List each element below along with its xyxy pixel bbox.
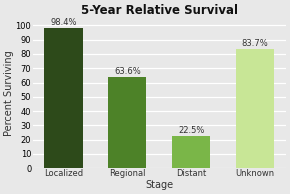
Y-axis label: Percent Surviving: Percent Surviving (4, 50, 14, 136)
Bar (172, 136, 211, 168)
Bar (44, 28, 83, 168)
Text: 22.5%: 22.5% (178, 126, 204, 135)
X-axis label: Stage: Stage (145, 180, 173, 190)
Text: 98.4%: 98.4% (50, 18, 77, 27)
Title: 5-Year Relative Survival: 5-Year Relative Survival (81, 4, 238, 17)
Text: 83.7%: 83.7% (242, 39, 269, 48)
Bar (236, 49, 274, 168)
Text: 63.6%: 63.6% (114, 67, 141, 76)
Bar (108, 77, 146, 168)
